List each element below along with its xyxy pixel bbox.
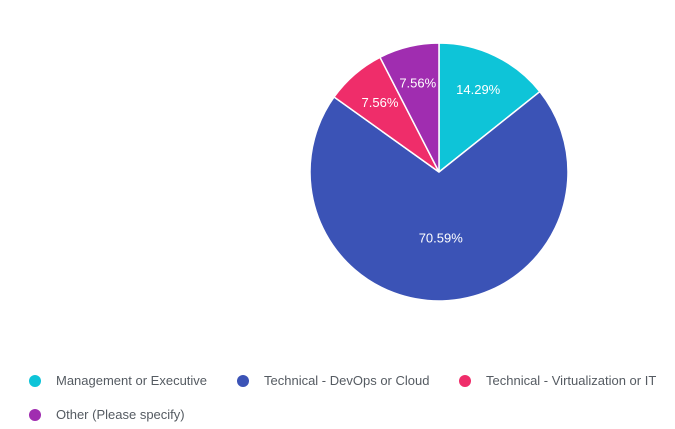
- legend-label: Other (Please specify): [56, 407, 185, 422]
- legend-item-technical-virtualization-or-it[interactable]: Technical - Virtualization or IT: [459, 373, 656, 388]
- legend-label: Technical - DevOps or Cloud: [264, 373, 430, 388]
- legend-item-other-please-specify[interactable]: Other (Please specify): [29, 407, 185, 422]
- legend-item-management-or-executive[interactable]: Management or Executive: [29, 373, 207, 388]
- pie-slice-management-or-executive[interactable]: [438, 42, 541, 174]
- legend-marker: [29, 408, 41, 421]
- legend-marker: [29, 374, 41, 387]
- slice-value-label: 14.29%: [456, 82, 501, 97]
- legend-marker: [237, 374, 249, 387]
- slice-value-label: 7.56%: [362, 95, 399, 110]
- slice-value-label: 7.56%: [399, 76, 436, 91]
- pie-slices: [309, 42, 569, 302]
- pie-slice-technical-devops-or-cloud[interactable]: [309, 90, 569, 302]
- pie-slice-other-please-specify[interactable]: [378, 42, 440, 173]
- legend-marker: [459, 374, 471, 387]
- legend-label: Management or Executive: [56, 373, 208, 388]
- slice-value-label: 70.59%: [419, 230, 464, 245]
- pie-slice-labels: 14.29% 70.59% 7.56%7.56%: [362, 76, 501, 246]
- legend-item-technical-devops-or-cloud[interactable]: Technical - DevOps or Cloud: [237, 373, 429, 388]
- legend-label: Technical - Virtualization or IT: [486, 373, 657, 388]
